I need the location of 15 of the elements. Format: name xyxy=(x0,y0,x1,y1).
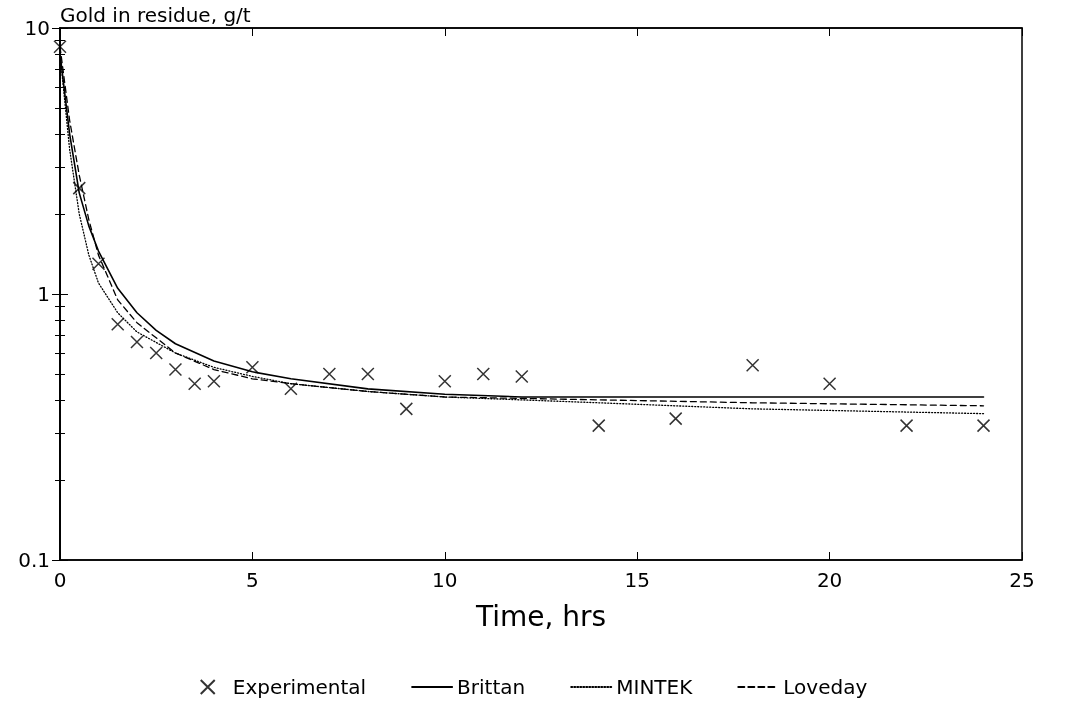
x-tick-label: 0 xyxy=(53,568,67,592)
legend-label: Loveday xyxy=(783,675,868,699)
legend-label: Brittan xyxy=(457,675,526,699)
y-tick-label: 0.1 xyxy=(18,548,50,572)
legend-label: MINTEK xyxy=(616,675,694,699)
x-tick-label: 25 xyxy=(1009,568,1035,592)
x-tick-label: 15 xyxy=(624,568,650,592)
y-tick-label: 1 xyxy=(37,282,50,306)
x-tick-label: 20 xyxy=(816,568,843,592)
x-tick-label: 5 xyxy=(246,568,259,592)
x-axis-title: Time, hrs xyxy=(474,599,607,633)
y-axis-title: Gold in residue, g/t xyxy=(60,3,251,27)
y-tick-label: 10 xyxy=(24,16,50,40)
x-tick-label: 10 xyxy=(432,568,458,592)
legend-label: Experimental xyxy=(232,675,367,699)
